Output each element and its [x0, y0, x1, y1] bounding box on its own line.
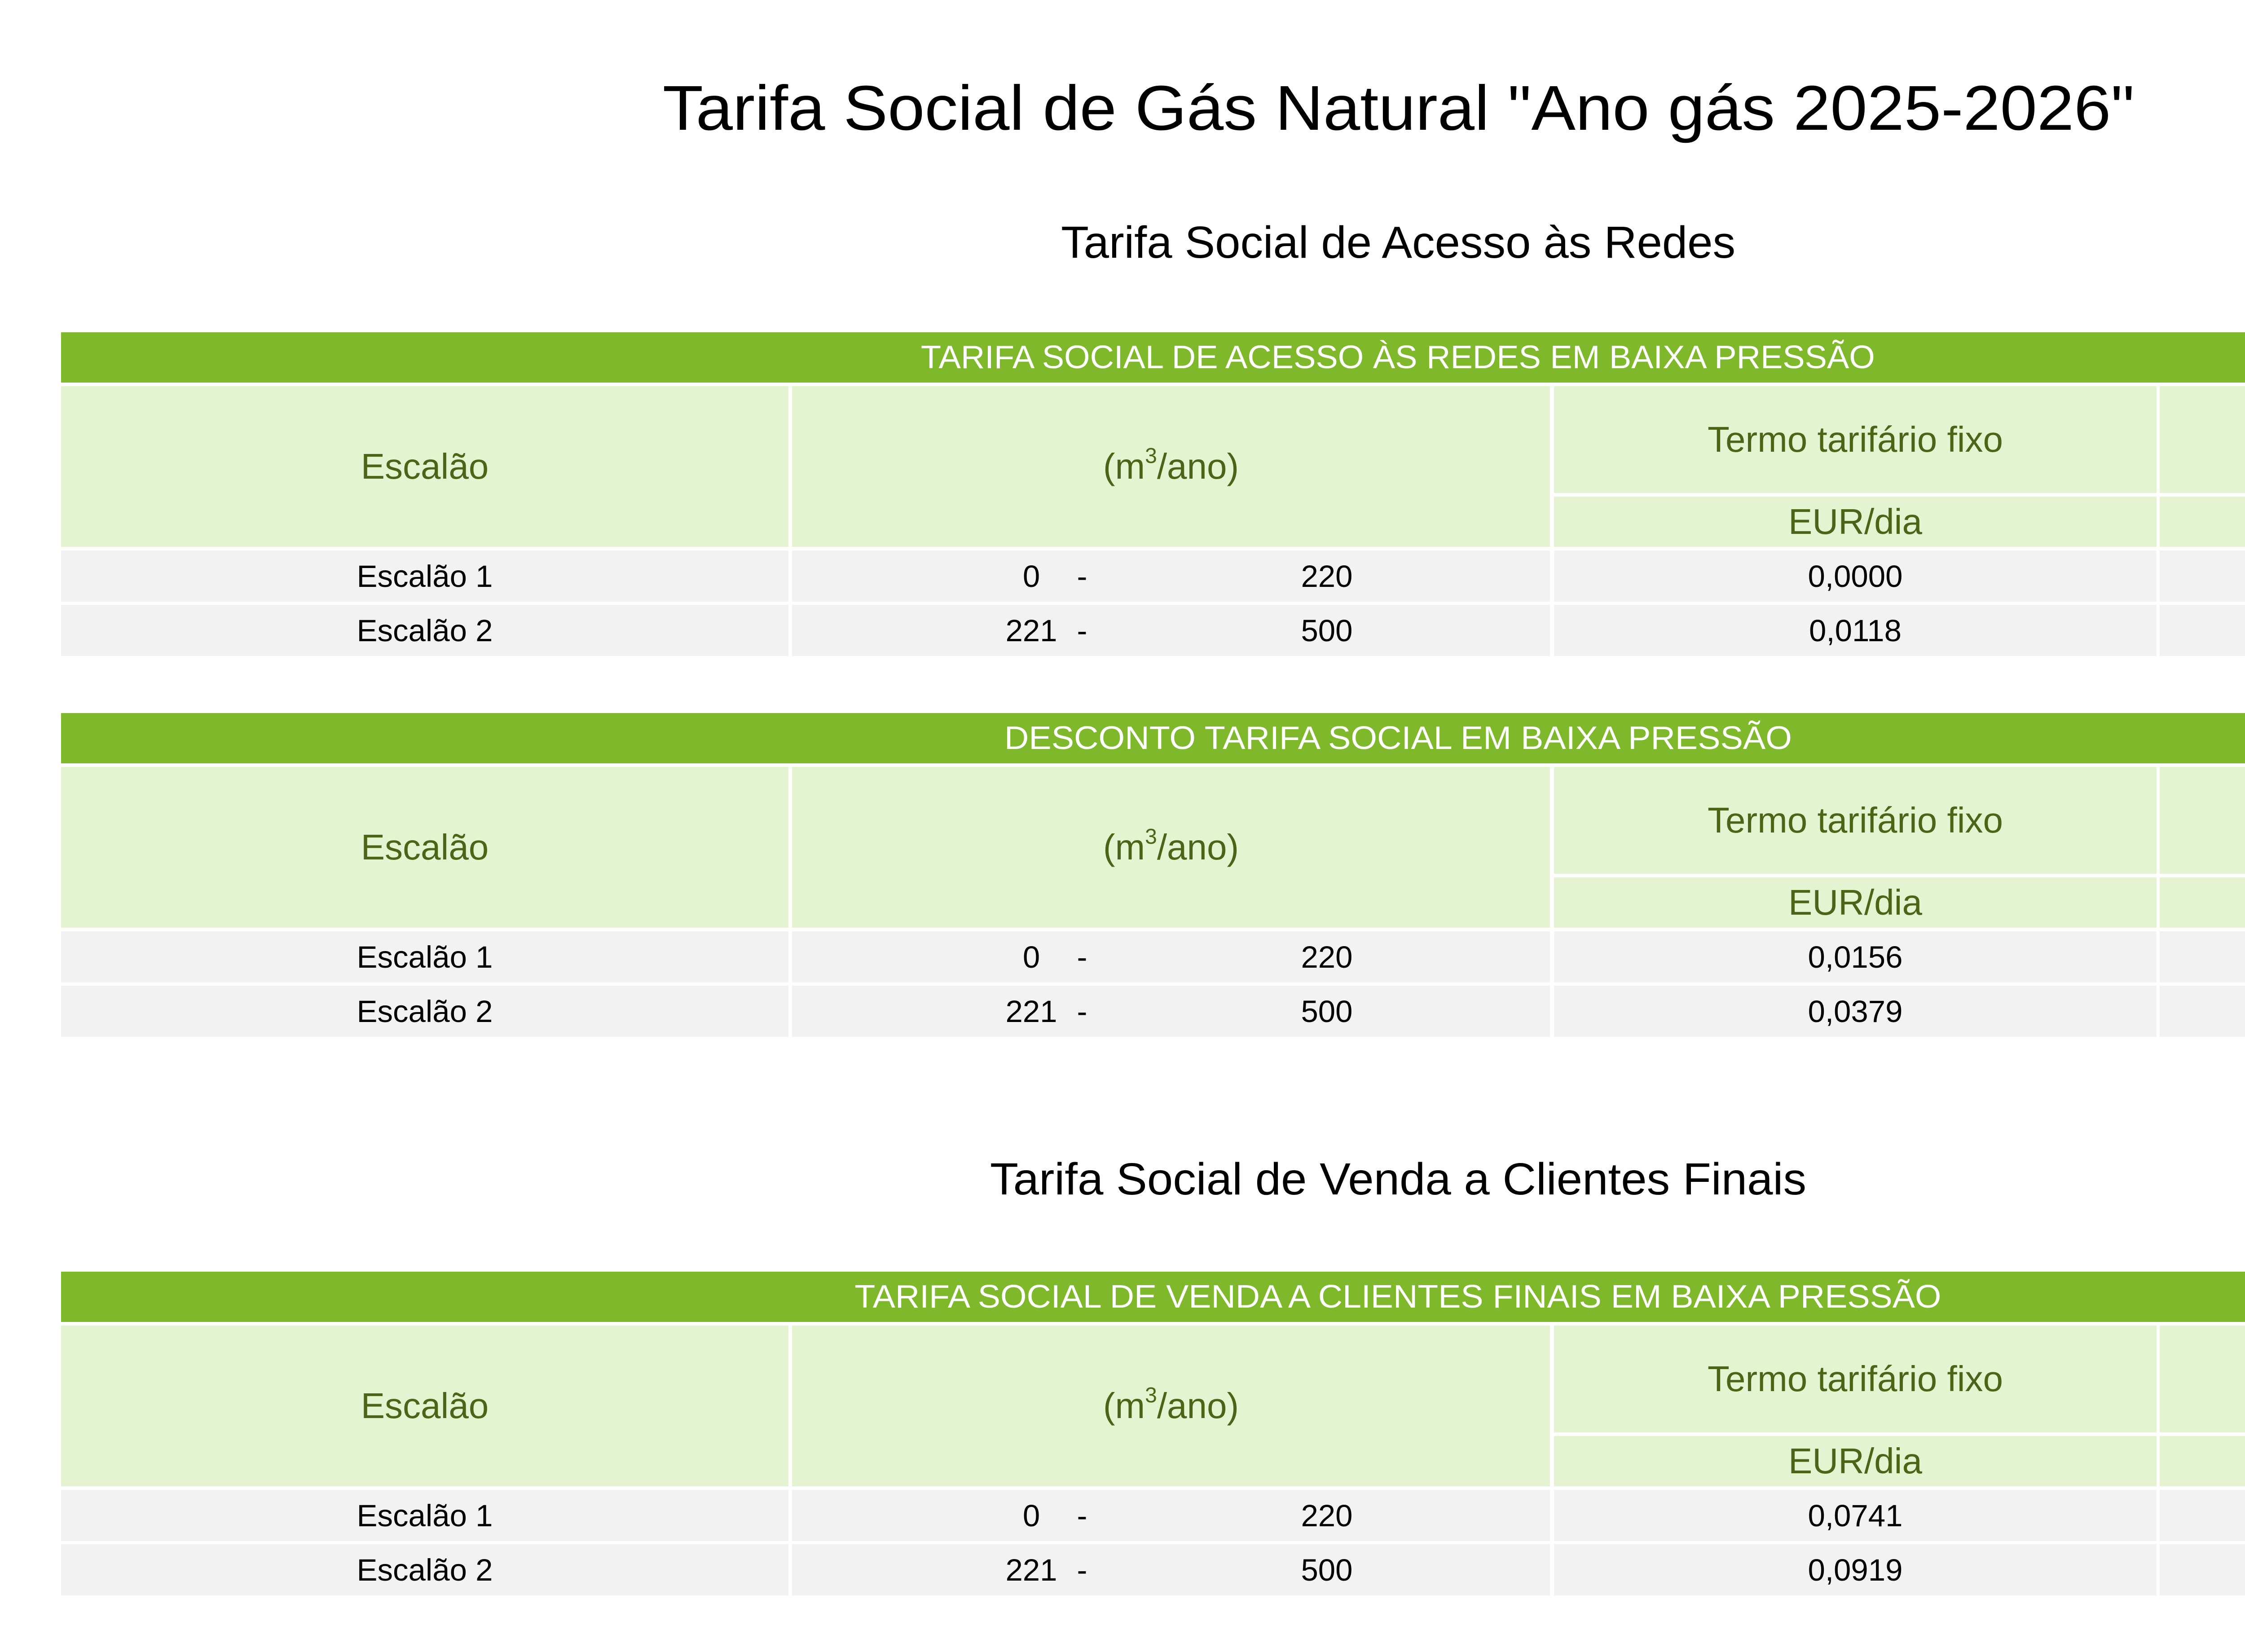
header-escalao-label: Escalão [361, 827, 489, 867]
range-from: 221 [1005, 1552, 1057, 1587]
range-to: 220 [1301, 939, 1353, 974]
cell-fixed: 0,0000 [1554, 551, 2157, 602]
header-fixed-term: Termo tarifário fixo [1554, 386, 2157, 493]
range-to: 500 [1301, 1552, 1353, 1587]
range-separator: - [1077, 1498, 1087, 1533]
header-fixed-unit-label: EUR/dia [1788, 1441, 1922, 1481]
range-from: 0 [1022, 559, 1040, 594]
table-row-escalao-1: Escalão 1 [61, 551, 788, 602]
cell-energy: 0,0411 [2160, 1544, 2245, 1595]
cell-escalao: Escalão 2 [357, 1552, 493, 1587]
cell-escalao: Escalão 1 [357, 1498, 493, 1533]
cell-fixed: 0,0379 [1554, 986, 2157, 1037]
header-energy: Energia [2160, 1326, 2245, 1432]
cell-energy: 0,020587 [2160, 551, 2245, 602]
header-fixed-term-label: Termo tarifário fixo [1708, 1359, 2003, 1399]
table-social-discount: DESCONTO TARIFA SOCIAL EM BAIXA PRESSÃO … [61, 713, 2245, 1037]
cell-energy: 0,023525 [2160, 931, 2245, 982]
range-to: 500 [1301, 613, 1353, 648]
table-row-escalao-2: Escalão 2 [61, 1544, 788, 1595]
section-title-text: Tarifa Social de Acesso às Redes [1061, 217, 1736, 268]
table-title-bar: TARIFA SOCIAL DE VENDA A CLIENTES FINAIS… [61, 1272, 2245, 1322]
cell-range: 0 - 220 [792, 551, 1550, 602]
table-row-escalao-1: Escalão 1 [61, 931, 788, 982]
header-fixed-term: Termo tarifário fixo [1554, 1326, 2157, 1432]
table-title: DESCONTO TARIFA SOCIAL EM BAIXA PRESSÃO [1004, 720, 1792, 756]
header-range: (m3/ano) [792, 767, 1550, 928]
header-range-label: (m3/ano) [1103, 825, 1239, 867]
table-final-customers: TARIFA SOCIAL DE VENDA A CLIENTES FINAIS… [61, 1272, 2245, 1595]
range-separator: - [1077, 1552, 1087, 1587]
range-to: 220 [1301, 559, 1353, 594]
table-row-escalao-1: Escalão 1 [61, 1490, 788, 1541]
cell-range: 221 - 500 [792, 986, 1550, 1037]
header-fixed-term-label: Termo tarifário fixo [1708, 419, 2003, 459]
cell-escalao: Escalão 1 [357, 559, 493, 594]
table-access-networks: TARIFA SOCIAL DE ACESSO ÀS REDES EM BAIX… [61, 332, 2245, 656]
cell-fixed: 0,0118 [1554, 605, 2157, 656]
cell-range: 221 - 500 [792, 1544, 1550, 1595]
cell-fixed: 0,0156 [1554, 931, 2157, 982]
cell-fixed-value: 0,0118 [1809, 613, 1902, 648]
header-fixed-term: Termo tarifário fixo [1554, 767, 2157, 874]
header-fixed-unit: EUR/dia [1554, 877, 2157, 928]
cell-energy: 0,019984 [2160, 605, 2245, 656]
cell-energy: 0,0412 [2160, 1490, 2245, 1541]
table-title-bar: DESCONTO TARIFA SOCIAL EM BAIXA PRESSÃO [61, 713, 2245, 763]
header-escalao: Escalão [61, 1326, 788, 1486]
header-fixed-unit: EUR/dia [1554, 497, 2157, 547]
range-separator: - [1077, 939, 1087, 974]
range-separator: - [1077, 613, 1087, 648]
header-energy-unit: EUR/kWh [2160, 497, 2245, 547]
header-escalao-label: Escalão [361, 1386, 489, 1426]
cell-fixed-value: 0,0379 [1808, 994, 1903, 1029]
section-title-text: Tarifa Social de Venda a Clientes Finais [990, 1154, 1807, 1204]
cell-fixed: 0,0741 [1554, 1490, 2157, 1541]
header-energy: Energia [2160, 767, 2245, 874]
range-separator: - [1077, 994, 1087, 1029]
cell-fixed-value: 0,0919 [1808, 1552, 1903, 1587]
cell-range: 0 - 220 [792, 931, 1550, 982]
range-from: 0 [1022, 1498, 1040, 1533]
cell-fixed-value: 0,0000 [1808, 559, 1903, 594]
cell-energy: 0,019036 [2160, 986, 2245, 1037]
header-energy-unit: EUR/kWh [2160, 1436, 2245, 1486]
cell-fixed-value: 0,0741 [1808, 1498, 1903, 1533]
header-energy-unit: EUR/kWh [2160, 877, 2245, 928]
page-title: Tarifa Social de Gás Natural "Ano gás 20… [0, 76, 2245, 140]
cell-range: 221 - 500 [792, 605, 1550, 656]
table-row-escalao-2: Escalão 2 [61, 605, 788, 656]
page-title-text: Tarifa Social de Gás Natural "Ano gás 20… [662, 72, 2135, 143]
range-separator: - [1077, 559, 1087, 594]
cell-escalao: Escalão 2 [357, 994, 493, 1029]
range-from: 221 [1005, 994, 1057, 1029]
header-escalao: Escalão [61, 386, 788, 547]
cell-escalao: Escalão 2 [357, 613, 493, 648]
header-escalao-label: Escalão [361, 446, 489, 486]
header-fixed-term-label: Termo tarifário fixo [1708, 800, 2003, 840]
header-fixed-unit: EUR/dia [1554, 1436, 2157, 1486]
header-range: (m3/ano) [792, 386, 1550, 547]
range-from: 0 [1022, 939, 1040, 974]
header-range-label: (m3/ano) [1103, 1383, 1239, 1426]
section-title-access-networks: Tarifa Social de Acesso às Redes [0, 220, 2245, 265]
header-fixed-unit-label: EUR/dia [1788, 882, 1922, 922]
header-range: (m3/ano) [792, 1326, 1550, 1486]
cell-fixed: 0,0919 [1554, 1544, 2157, 1595]
range-to: 500 [1301, 994, 1353, 1029]
table-title-bar: TARIFA SOCIAL DE ACESSO ÀS REDES EM BAIX… [61, 332, 2245, 383]
table-title: TARIFA SOCIAL DE VENDA A CLIENTES FINAIS… [854, 1279, 1941, 1315]
cell-escalao: Escalão 1 [357, 939, 493, 974]
table-row-escalao-2: Escalão 2 [61, 986, 788, 1037]
header-energy: Energia [2160, 386, 2245, 493]
header-fixed-unit-label: EUR/dia [1788, 502, 1922, 542]
table-title: TARIFA SOCIAL DE ACESSO ÀS REDES EM BAIX… [920, 339, 1875, 375]
header-range-label: (m3/ano) [1103, 444, 1239, 486]
section-title-final-customers: Tarifa Social de Venda a Clientes Finais [0, 1157, 2245, 1202]
range-to: 220 [1301, 1498, 1353, 1533]
range-from: 221 [1005, 613, 1057, 648]
cell-fixed-value: 0,0156 [1808, 939, 1903, 974]
cell-range: 0 - 220 [792, 1490, 1550, 1541]
header-escalao: Escalão [61, 767, 788, 928]
